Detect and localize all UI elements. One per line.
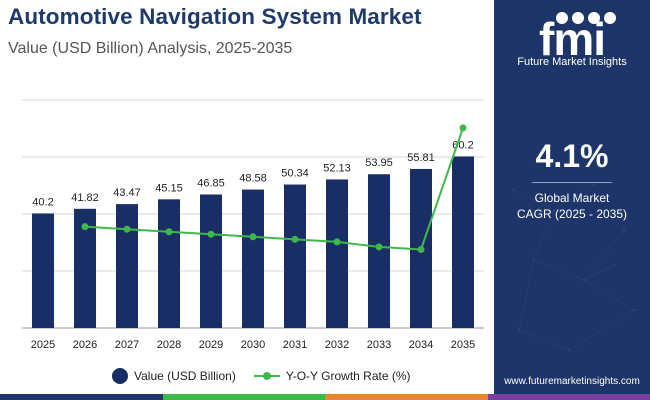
bar bbox=[32, 213, 54, 328]
legend-line-swatch bbox=[253, 370, 280, 382]
x-tick-label: 2035 bbox=[451, 339, 475, 351]
cagr-value: 4.1% bbox=[535, 138, 609, 174]
data-label: 53.95 bbox=[365, 157, 393, 169]
growth-point bbox=[417, 245, 425, 253]
x-tick-label: 2028 bbox=[157, 339, 181, 351]
growth-point bbox=[375, 243, 383, 251]
bar bbox=[242, 189, 264, 328]
growth-point bbox=[207, 230, 215, 238]
growth-line bbox=[84, 127, 464, 251]
bar bbox=[452, 156, 474, 328]
data-label: 46.85 bbox=[197, 177, 225, 189]
logo-dot-icon bbox=[604, 12, 616, 24]
bar bbox=[200, 194, 222, 328]
growth-point bbox=[123, 225, 131, 233]
bar bbox=[74, 208, 96, 328]
x-tick-label: 2031 bbox=[283, 339, 307, 351]
brand-panel: fmi Future Market Insights 4.1% Global M… bbox=[494, 0, 650, 394]
bottom-bar-segment bbox=[0, 394, 163, 400]
growth-point bbox=[81, 223, 89, 231]
x-tick-label: 2025 bbox=[31, 339, 55, 351]
growth-point bbox=[459, 124, 467, 132]
bottom-bar-segment bbox=[162, 394, 325, 400]
logo-dot-icon bbox=[556, 12, 568, 24]
cagr-label-line2: CAGR (2025 - 2035) bbox=[516, 207, 628, 221]
logo-dot-icon bbox=[572, 12, 584, 24]
logo-icons bbox=[556, 12, 626, 26]
cagr-label: Global Market CAGR (2025 - 2035) bbox=[494, 190, 650, 222]
x-tick-label: 2027 bbox=[115, 339, 139, 351]
x-tick-label: 2029 bbox=[199, 339, 223, 351]
x-tick-label: 2026 bbox=[73, 339, 97, 351]
bottom-color-bar bbox=[0, 394, 650, 400]
data-label: 55.81 bbox=[407, 152, 435, 164]
bar bbox=[116, 204, 138, 328]
growth-point bbox=[249, 233, 257, 241]
logo-dot-icon bbox=[588, 12, 600, 24]
website-link[interactable]: www.futuremarketinsights.com bbox=[504, 376, 640, 387]
growth-point bbox=[291, 235, 299, 243]
x-tick-label: 2032 bbox=[325, 339, 349, 351]
data-label: 45.15 bbox=[155, 182, 183, 194]
legend-line-label: Y-O-Y Growth Rate (%) bbox=[285, 369, 411, 383]
bar bbox=[158, 199, 180, 328]
data-label: 40.2 bbox=[32, 196, 53, 208]
chart-title: Automotive Navigation System Market bbox=[8, 4, 422, 29]
chart-legend: Value (USD Billion) Y-O-Y Growth Rate (%… bbox=[112, 366, 432, 386]
fmi-logo: fmi bbox=[516, 10, 628, 70]
growth-point bbox=[333, 238, 341, 246]
data-label: 48.58 bbox=[239, 173, 267, 185]
bottom-bar-segment bbox=[325, 394, 488, 400]
cagr-divider bbox=[532, 182, 612, 183]
data-label: 43.47 bbox=[113, 187, 141, 199]
legend-item-value: Value (USD Billion) bbox=[112, 368, 236, 384]
bar bbox=[326, 179, 348, 328]
bottom-bar-segment bbox=[487, 394, 650, 400]
logo-tagline: Future Market Insights bbox=[517, 56, 627, 68]
panel-texture bbox=[513, 184, 635, 351]
legend-bar-swatch bbox=[112, 368, 128, 384]
growth-point bbox=[165, 228, 173, 236]
x-tick-label: 2030 bbox=[241, 339, 265, 351]
legend-item-growth: Y-O-Y Growth Rate (%) bbox=[253, 369, 411, 383]
bar bbox=[284, 184, 306, 328]
legend-bar-label: Value (USD Billion) bbox=[134, 369, 236, 383]
bar bbox=[368, 174, 390, 328]
x-tick-label: 2033 bbox=[367, 339, 391, 351]
chart-subtitle: Value (USD Billion) Analysis, 2025-2035 bbox=[8, 40, 293, 57]
x-tick-label: 2034 bbox=[409, 339, 433, 351]
cagr-label-line1: Global Market bbox=[534, 191, 610, 205]
logo-text: fmi bbox=[539, 13, 606, 65]
data-label: 52.13 bbox=[323, 162, 351, 174]
data-label: 41.82 bbox=[71, 192, 99, 204]
chart-plot: 40.2 41.82 43.47 45.15 46.85 48.58 50.34 52.13 5… bbox=[22, 99, 484, 351]
data-label: 50.34 bbox=[281, 168, 309, 180]
